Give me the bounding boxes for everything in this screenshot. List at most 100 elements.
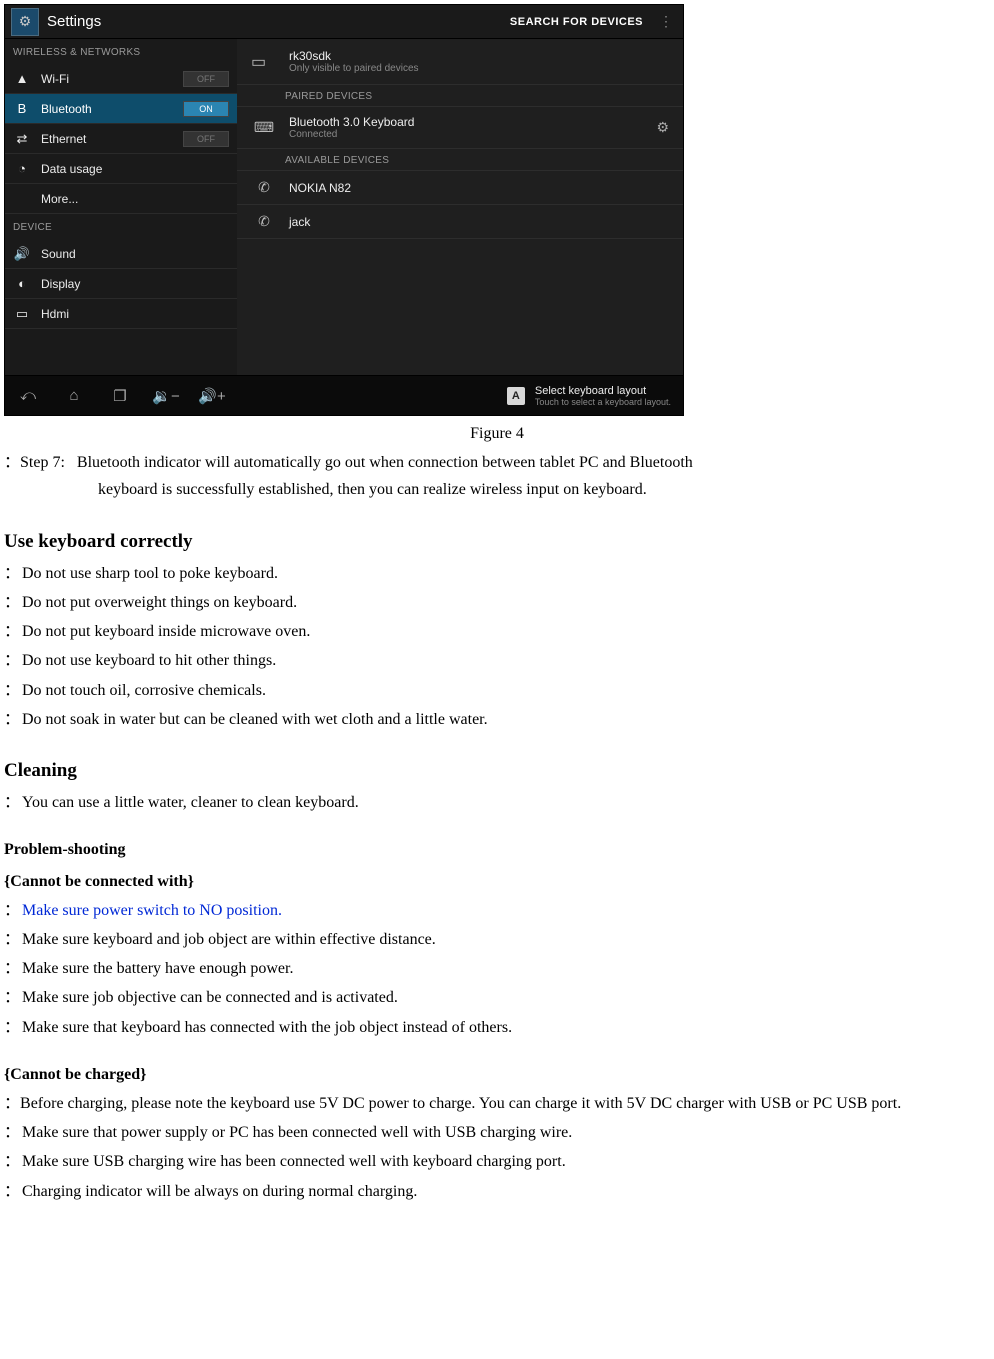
- sidebar-item-icon: ▭: [13, 306, 31, 322]
- overflow-menu-icon[interactable]: ⋮: [659, 13, 673, 30]
- step7-label: Step 7:: [20, 454, 65, 471]
- sidebar-item-label: Sound: [41, 247, 229, 261]
- charge-para-text: Before charging, please note the keyboar…: [20, 1095, 901, 1112]
- bullet: ：: [4, 955, 22, 982]
- bluetooth-detail-pane: ▭ rk30sdk Only visible to paired devices…: [237, 39, 683, 375]
- topbar-title: Settings: [47, 13, 510, 30]
- android-settings-screenshot: ⚙ Settings SEARCH FOR DEVICES ⋮ WIRELESS…: [4, 4, 684, 416]
- nav-button[interactable]: ⌂: [51, 387, 97, 405]
- paired-devices-header: PAIRED DEVICES: [237, 85, 683, 107]
- list-item: ：Make sure power switch to NO position.: [4, 897, 990, 924]
- toggle-switch[interactable]: OFF: [183, 71, 229, 87]
- search-for-devices-button[interactable]: SEARCH FOR DEVICES: [510, 16, 643, 28]
- sidebar-item-label: Bluetooth: [41, 102, 183, 116]
- list-item: ：Make sure the battery have enough power…: [4, 955, 990, 982]
- list-item-text: Make sure keyboard and job object are wi…: [22, 926, 436, 953]
- sidebar-item-more-[interactable]: More...: [5, 184, 237, 214]
- device-name: NOKIA N82: [289, 181, 351, 195]
- heading-use-keyboard: Use keyboard correctly: [4, 526, 990, 558]
- list-item-text: Make sure that keyboard has connected wi…: [22, 1014, 512, 1041]
- list-item-text: Make sure job objective can be connected…: [22, 984, 398, 1011]
- bullet: ：: [4, 454, 20, 471]
- device-icon: ✆: [251, 213, 277, 230]
- nav-button[interactable]: 🔊+: [189, 387, 235, 405]
- list-item: ：Charging indicator will be always on du…: [4, 1178, 990, 1205]
- list-item: ：Make sure that power supply or PC has b…: [4, 1119, 990, 1146]
- list-item-text: Do not put overweight things on keyboard…: [22, 589, 297, 616]
- list-item: ：Do not use keyboard to hit other things…: [4, 647, 990, 674]
- sidebar-item-icon: ⇄: [13, 131, 31, 147]
- bullet: ：: [4, 984, 22, 1011]
- list-item: ：Make sure that keyboard has connected w…: [4, 1014, 990, 1041]
- charge-paragraph: ：Before charging, please note the keyboa…: [4, 1090, 990, 1117]
- toggle-switch[interactable]: OFF: [183, 131, 229, 147]
- sidebar-item-icon: ◐: [13, 276, 31, 291]
- section-wireless: WIRELESS & NETWORKS: [5, 39, 237, 64]
- sidebar-item-label: Display: [41, 277, 229, 291]
- sidebar-item-label: Ethernet: [41, 132, 183, 146]
- list-item: ：Make sure job objective can be connecte…: [4, 984, 990, 1011]
- bullet: ：: [4, 1095, 20, 1112]
- sidebar-item-label: Hdmi: [41, 307, 229, 321]
- nav-button[interactable]: 🔉−: [143, 387, 189, 405]
- sidebar-item-bluetooth[interactable]: B BluetoothON: [5, 94, 237, 124]
- sidebar-item-icon: B: [13, 101, 31, 116]
- sidebar-item-sound[interactable]: 🔊 Sound: [5, 239, 237, 269]
- list-item: ：Do not use sharp tool to poke keyboard.: [4, 560, 990, 587]
- sidebar-item-wi-fi[interactable]: ▲Wi-FiOFF: [5, 64, 237, 94]
- this-device-sub: Only visible to paired devices: [289, 63, 419, 74]
- available-device-row[interactable]: ✆ jack: [237, 205, 683, 239]
- heading-cannot-charge: {Cannot be charged}: [4, 1061, 990, 1088]
- bullet: ：: [4, 789, 22, 816]
- this-device-row[interactable]: ▭ rk30sdk Only visible to paired devices: [237, 39, 683, 85]
- available-devices-header: AVAILABLE DEVICES: [237, 149, 683, 171]
- list-item-text: Do not soak in water but can be cleaned …: [22, 706, 488, 733]
- bullet: ：: [4, 897, 22, 924]
- list-item-text: Make sure the battery have enough power.: [22, 955, 293, 982]
- paired-device-row[interactable]: ⌨Bluetooth 3.0 KeyboardConnected⚙: [237, 107, 683, 149]
- list-item-text: Do not use sharp tool to poke keyboard.: [22, 560, 278, 587]
- settings-app-icon[interactable]: ⚙: [11, 8, 39, 36]
- sidebar-item-icon: 🔊: [13, 246, 31, 262]
- tablet-icon: ▭: [251, 52, 277, 72]
- figure-caption: Figure 4: [4, 420, 990, 447]
- list-item-text: Make sure power switch to NO position.: [22, 897, 282, 924]
- device-name: jack: [289, 215, 310, 229]
- list-item: ：Do not put overweight things on keyboar…: [4, 589, 990, 616]
- step7-text-line1: Bluetooth indicator will automatically g…: [77, 454, 693, 471]
- nav-button[interactable]: ⤺: [5, 387, 51, 405]
- keyboard-notif-icon: A: [507, 387, 525, 405]
- sidebar-item-display[interactable]: ◐ Display: [5, 269, 237, 299]
- keyboard-layout-notification[interactable]: A Select keyboard layout Touch to select…: [507, 385, 683, 407]
- bullet: ：: [4, 1148, 22, 1175]
- list-item: ：Do not put keyboard inside microwave ov…: [4, 618, 990, 645]
- device-name: Bluetooth 3.0 Keyboard: [289, 115, 414, 129]
- bullet: ：: [4, 1119, 22, 1146]
- settings-sidebar: WIRELESS & NETWORKS ▲Wi-FiOFFBBluetoothO…: [5, 39, 237, 375]
- sidebar-item-hdmi[interactable]: ▭ Hdmi: [5, 299, 237, 329]
- list-item-text: Charging indicator will be always on dur…: [22, 1178, 417, 1205]
- bullet: ：: [4, 677, 22, 704]
- toggle-switch[interactable]: ON: [183, 101, 229, 117]
- nav-button[interactable]: ❐: [97, 387, 143, 405]
- notif-sub: Touch to select a keyboard layout.: [535, 397, 671, 407]
- topbar: ⚙ Settings SEARCH FOR DEVICES ⋮: [5, 5, 683, 39]
- list-item-text: Make sure USB charging wire has been con…: [22, 1148, 566, 1175]
- device-icon: ✆: [251, 179, 277, 196]
- document-body: Figure 4 ：Step 7: Bluetooth indicator wi…: [0, 420, 994, 1215]
- notif-title: Select keyboard layout: [535, 385, 671, 397]
- list-item: ：Do not touch oil, corrosive chemicals.: [4, 677, 990, 704]
- heading-problem-shooting: Problem-shooting: [4, 836, 990, 863]
- sidebar-item-ethernet[interactable]: ⇄ EthernetOFF: [5, 124, 237, 154]
- sidebar-item-data-usage[interactable]: ◔Data usage: [5, 154, 237, 184]
- device-settings-icon[interactable]: ⚙: [656, 119, 669, 136]
- cleaning-text: You can use a little water, cleaner to c…: [22, 789, 359, 816]
- bullet: ：: [4, 647, 22, 674]
- bullet: ：: [4, 618, 22, 645]
- system-navbar: ⤺⌂❐🔉−🔊+ A Select keyboard layout Touch t…: [5, 375, 683, 415]
- bullet: ：: [4, 706, 22, 733]
- sidebar-item-label: Wi-Fi: [41, 72, 183, 86]
- available-device-row[interactable]: ✆ NOKIA N82: [237, 171, 683, 205]
- bullet: ：: [4, 926, 22, 953]
- heading-cannot-connect: {Cannot be connected with}: [4, 868, 990, 895]
